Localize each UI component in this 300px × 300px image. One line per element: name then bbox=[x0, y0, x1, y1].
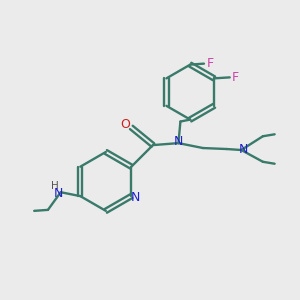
Text: F: F bbox=[206, 57, 213, 70]
Text: O: O bbox=[121, 118, 130, 131]
Text: H: H bbox=[51, 181, 59, 191]
Text: N: N bbox=[130, 190, 140, 204]
Text: N: N bbox=[238, 142, 248, 155]
Text: F: F bbox=[232, 71, 239, 84]
Text: N: N bbox=[54, 187, 63, 200]
Text: N: N bbox=[174, 135, 183, 148]
